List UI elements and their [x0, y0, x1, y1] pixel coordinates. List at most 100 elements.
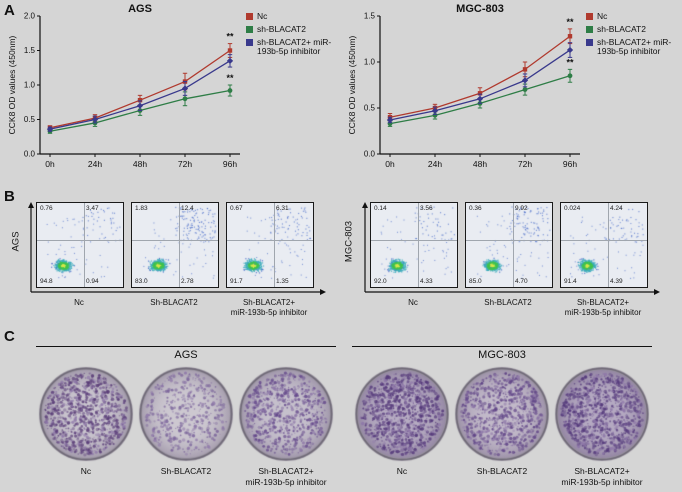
- legend-label-inhibitor: sh-BLACAT2+ miR-193b-5p inhibitor: [257, 36, 332, 57]
- panel-c-label: C: [4, 328, 15, 345]
- dish-label-inhibitor: Sh-BLACAT2+ miR-193b-5p inhibitor: [232, 466, 340, 487]
- svg-text:0h: 0h: [45, 159, 55, 169]
- flow-ags-cellline-label: AGS: [10, 231, 22, 252]
- legend-label-inhibitor: sh-BLACAT2+ miR-193b-5p inhibitor: [597, 36, 672, 57]
- svg-text:**: **: [566, 57, 574, 67]
- svg-text:96h: 96h: [223, 159, 237, 169]
- svg-text:0.0: 0.0: [364, 150, 376, 159]
- colony-group-ags: AGS Nc Sh-BLACAT2 Sh-BLACAT2+ miR-193b-5…: [36, 344, 336, 492]
- dish-label-line1: Sh-BLACAT2+: [258, 466, 314, 476]
- flow-condition-label-nc: Nc: [370, 298, 456, 308]
- legend-item-inhibitor: sh-BLACAT2+ miR-193b-5p inhibitor: [246, 36, 342, 58]
- svg-text:0.0: 0.0: [24, 150, 36, 159]
- dish-label-line1: Sh-BLACAT2+: [574, 466, 630, 476]
- colony-dish-inhibitor: [554, 366, 650, 462]
- svg-text:24h: 24h: [88, 159, 102, 169]
- legend-label-nc: Nc: [257, 11, 268, 21]
- mgc803-group-rule: [352, 346, 652, 347]
- quadrant-ur-value: 9.92: [515, 205, 528, 212]
- inhibitor-color-swatch: [246, 38, 253, 46]
- flow-condition-label-line1: Sh-BLACAT2+: [242, 298, 296, 307]
- quadrant-lr-value: 1.35: [276, 278, 289, 285]
- flow-plot-inhibitor: 0.67 6.31 91.7 1.35: [226, 202, 314, 288]
- flow-condition-label-line1: Sh-BLACAT2+: [576, 298, 630, 307]
- colony-dish-nc: [38, 366, 134, 462]
- flow-plot-nc: 0.76 3.47 94.8 0.94: [36, 202, 124, 288]
- quadrant-lr-value: 0.94: [86, 278, 99, 285]
- dish-label-nc: Nc: [354, 466, 450, 477]
- dish-label-inhibitor: Sh-BLACAT2+ miR-193b-5p inhibitor: [548, 466, 656, 487]
- flow-scatter: [37, 203, 123, 287]
- quadrant-ll-value: 83.0: [135, 278, 148, 285]
- quadrant-ur-value: 12.4: [181, 205, 194, 212]
- svg-text:72h: 72h: [518, 159, 532, 169]
- svg-text:0h: 0h: [385, 159, 395, 169]
- flow-condition-label-inhibitor: Sh-BLACAT2+ miR-193b-5p inhibitor: [552, 298, 654, 318]
- legend-item-nc: Nc: [246, 11, 342, 22]
- svg-text:2.0: 2.0: [24, 12, 36, 21]
- flow-mgc803-cellline-label: MGC-803: [343, 220, 355, 263]
- svg-text:1.0: 1.0: [364, 58, 376, 67]
- quadrant-lr-value: 2.78: [181, 278, 194, 285]
- panel-b-label: B: [4, 188, 15, 205]
- legend-item-inhibitor: sh-BLACAT2+ miR-193b-5p inhibitor: [586, 36, 682, 58]
- quadrant-line-horizontal: [371, 239, 457, 241]
- mgc803-growth-chart: MGC-803 CCK8 OD values (450nm) 0.0 0.5 1.0 1.…: [347, 3, 580, 169]
- quadrant-line-vertical: [418, 203, 420, 287]
- flow-condition-label-inhibitor: Sh-BLACAT2+ miR-193b-5p inhibitor: [218, 298, 320, 318]
- svg-text:0.5: 0.5: [24, 115, 36, 124]
- quadrant-ul-value: 0.76: [40, 205, 53, 212]
- flow-group-ags: 0.76 3.47 94.8 0.94 1.83 12.4 83.0 2.78 …: [28, 202, 328, 327]
- flow-plot-sh-blacat2: 1.83 12.4 83.0 2.78: [131, 202, 219, 288]
- legend-ags: Nc sh-BLACAT2 sh-BLACAT2+ miR-193b-5p in…: [246, 11, 342, 60]
- dish-label-line1: Sh-BLACAT2: [476, 466, 528, 476]
- quadrant-line-vertical: [513, 203, 515, 287]
- quadrant-ul-value: 1.83: [135, 205, 148, 212]
- svg-text:0.5: 0.5: [364, 104, 376, 113]
- flow-condition-label-sh-blacat2: Sh-BLACAT2: [131, 298, 217, 308]
- quadrant-line-horizontal: [561, 239, 647, 241]
- svg-text:AGS: AGS: [128, 3, 152, 15]
- flow-scatter: [561, 203, 647, 287]
- legend-label-nc: Nc: [597, 11, 608, 21]
- quadrant-line-horizontal: [227, 239, 313, 241]
- svg-text:1.0: 1.0: [24, 81, 36, 90]
- quadrant-line-horizontal: [466, 239, 552, 241]
- svg-text:CCK8 OD values (450nm): CCK8 OD values (450nm): [7, 35, 17, 134]
- flow-condition-label-sh-blacat2: Sh-BLACAT2: [465, 298, 551, 308]
- quadrant-lr-value: 4.70: [515, 278, 528, 285]
- quadrant-line-vertical: [84, 203, 86, 287]
- quadrant-ul-value: 0.36: [469, 205, 482, 212]
- nc-color-swatch: [246, 13, 253, 20]
- legend-item-nc: Nc: [586, 11, 682, 22]
- sh-blacat2-color-swatch: [586, 25, 593, 33]
- colony-dish-nc: [354, 366, 450, 462]
- legend-label-sh-blacat2: sh-BLACAT2: [597, 23, 646, 34]
- colony-group-mgc803: MGC-803 Nc Sh-BLACAT2 Sh-BLACAT2+ miR-19…: [352, 344, 652, 492]
- flow-scatter: [132, 203, 218, 287]
- quadrant-line-horizontal: [132, 239, 218, 241]
- legend-item-sh-blacat2: sh-BLACAT2: [586, 23, 682, 35]
- quadrant-ll-value: 85.0: [469, 278, 482, 285]
- flow-condition-label-line1: Nc: [74, 298, 84, 307]
- svg-text:48h: 48h: [473, 159, 487, 169]
- flow-condition-label-line1: Sh-BLACAT2: [150, 298, 198, 307]
- dish-label-line2: miR-193b-5p inhibitor: [561, 476, 643, 487]
- svg-text:**: **: [566, 17, 574, 27]
- dish-label-sh-blacat2: Sh-BLACAT2: [138, 466, 234, 477]
- ags-growth-chart: AGS CCK8 OD values (450nm) 0.0 0.5 1.0 1.5 2.0…: [7, 3, 240, 169]
- dish-label-sh-blacat2: Sh-BLACAT2: [454, 466, 550, 477]
- flow-plot-sh-blacat2: 0.36 9.92 85.0 4.70: [465, 202, 553, 288]
- quadrant-line-vertical: [179, 203, 181, 287]
- dish-label-nc: Nc: [38, 466, 134, 477]
- svg-text:1.5: 1.5: [24, 46, 36, 55]
- dish-label-line1: Nc: [396, 466, 408, 476]
- quadrant-ll-value: 92.0: [374, 278, 387, 285]
- flow-plot-inhibitor: 0.024 4.24 91.4 4.39: [560, 202, 648, 288]
- svg-text:CCK8 OD values (450nm): CCK8 OD values (450nm): [347, 35, 357, 134]
- flow-condition-label-line2: miR-193b-5p inhibitor: [564, 308, 642, 317]
- svg-text:72h: 72h: [178, 159, 192, 169]
- inhibitor-color-swatch: [586, 38, 593, 46]
- ags-group-rule: [36, 346, 336, 347]
- legend-mgc803: Nc sh-BLACAT2 sh-BLACAT2+ miR-193b-5p in…: [586, 11, 682, 60]
